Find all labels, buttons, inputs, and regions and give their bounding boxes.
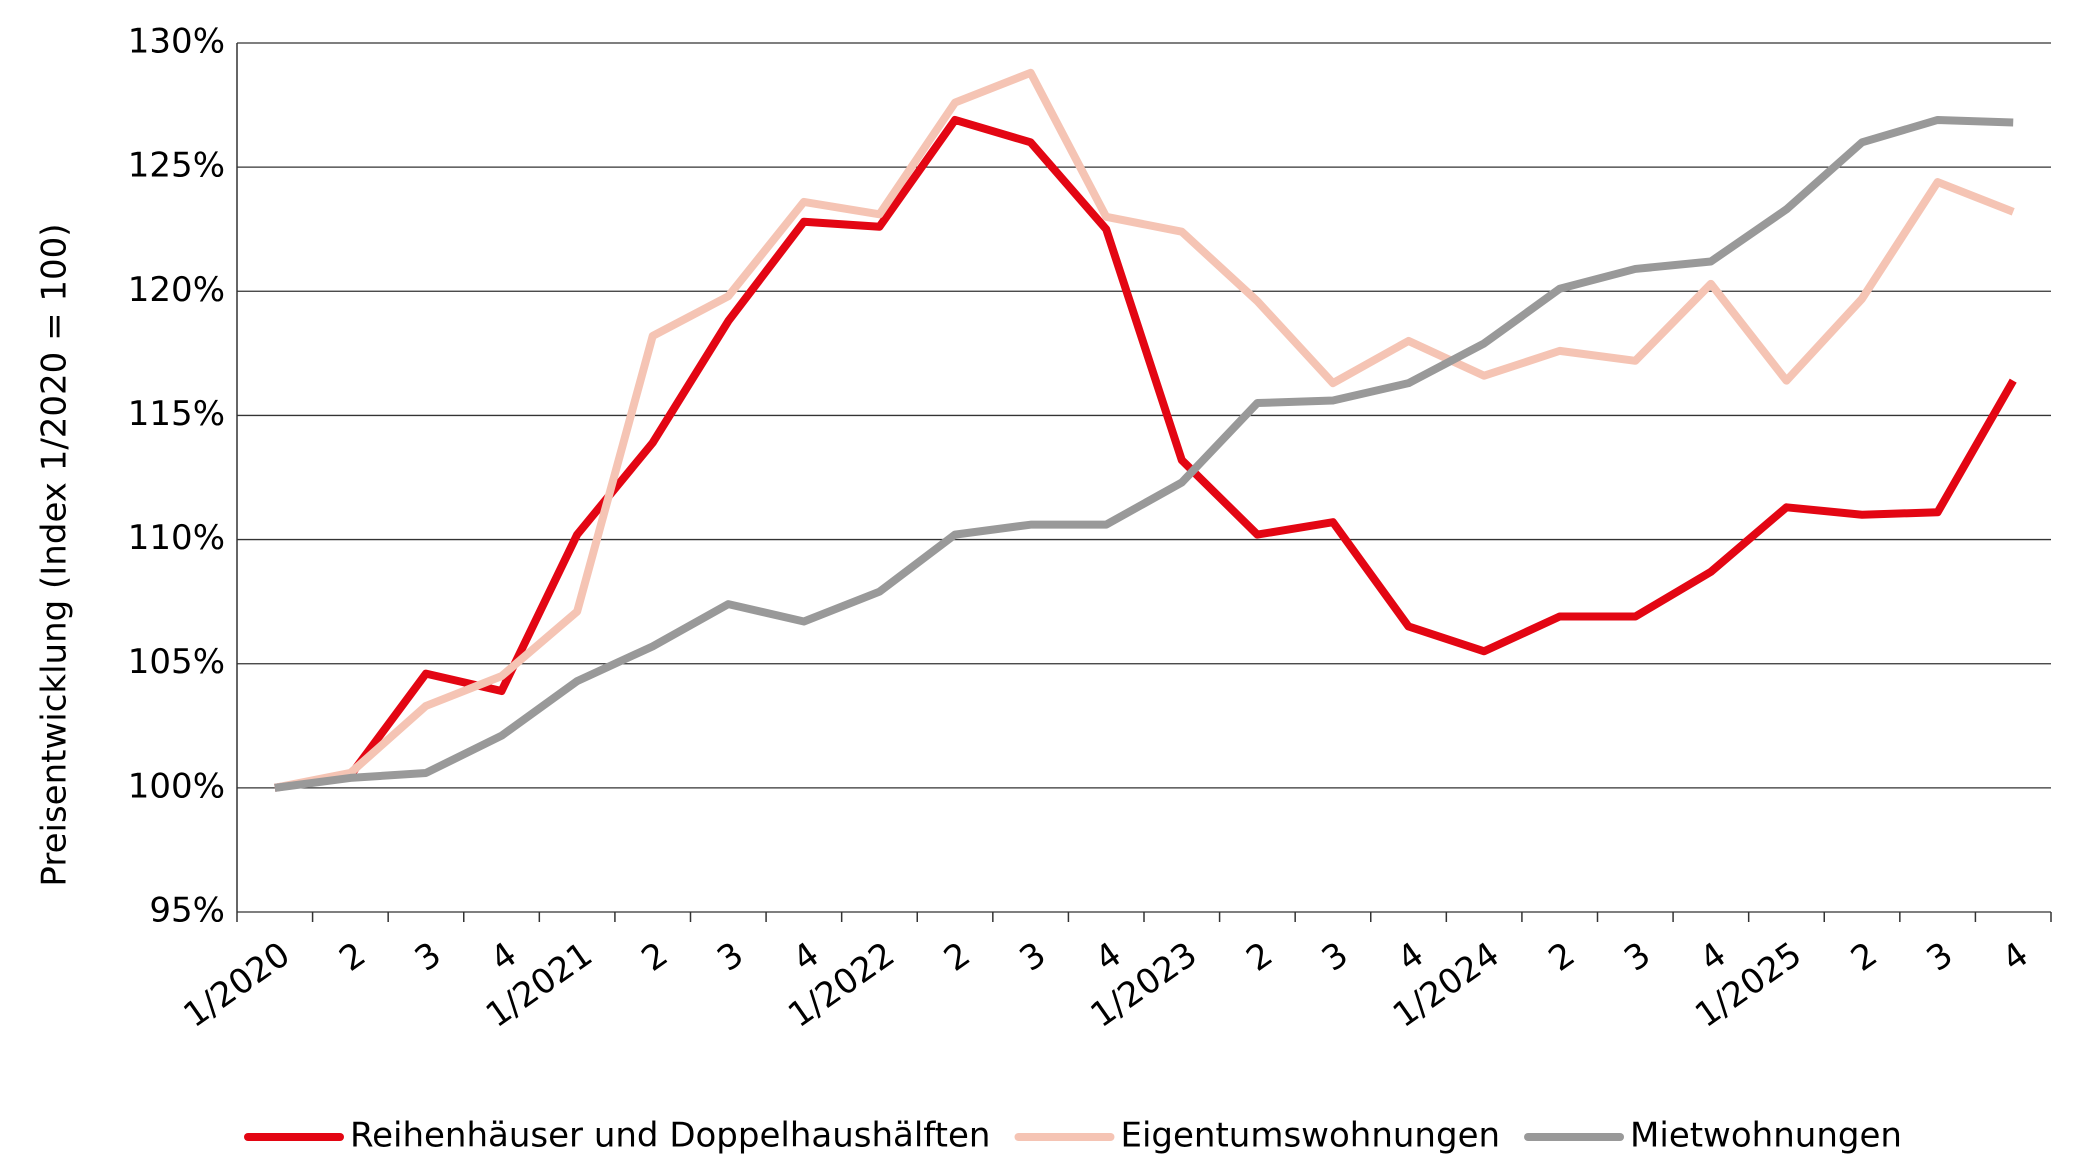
- y-tick-label: 125%: [128, 146, 225, 186]
- x-tick-label: 4: [1693, 934, 1734, 979]
- legend-label: Reihenhäuser und Doppelhaushälften: [350, 1116, 990, 1156]
- x-tick-label: 3: [710, 934, 751, 979]
- x-tick-label: 3: [1315, 934, 1356, 979]
- x-tick-label: 4: [1088, 934, 1129, 979]
- x-tick-label: 2: [1239, 934, 1280, 979]
- y-tick-label: 120%: [128, 270, 225, 310]
- x-tick-label: 3: [1013, 934, 1054, 979]
- y-tick-label: 115%: [128, 394, 225, 434]
- x-tick-label: 2: [1542, 934, 1583, 979]
- legend-label: Eigentumswohnungen: [1120, 1116, 1500, 1156]
- y-tick-label: 95%: [149, 891, 225, 931]
- y-tick-label: 105%: [128, 642, 225, 682]
- x-tick-label: 4: [786, 934, 827, 979]
- line-series: [274, 115, 2014, 792]
- line-series: [274, 115, 2017, 792]
- x-tick-label: 1/2020: [176, 934, 297, 1035]
- x-tick-label: 3: [408, 934, 449, 979]
- x-tick-label: 2: [332, 934, 373, 979]
- x-tick-label: 2: [937, 934, 978, 979]
- y-tick-label: 100%: [128, 766, 225, 806]
- y-axis-label: Preisentwicklung (Index 1/2020 = 100): [35, 223, 75, 886]
- y-tick-label: 130%: [128, 22, 225, 62]
- line-series: [274, 68, 2015, 792]
- y-tick-label: 110%: [128, 518, 225, 558]
- x-tick-label: 3: [1617, 934, 1658, 979]
- x-tick-label: 4: [1995, 934, 2036, 979]
- x-tick-label: 2: [635, 934, 676, 979]
- legend-label: Mietwohnungen: [1630, 1116, 1902, 1156]
- x-tick-label: 4: [483, 934, 524, 979]
- x-tick-label: 2: [1844, 934, 1885, 979]
- x-tick-label: 4: [1390, 934, 1431, 979]
- x-tick-label: 3: [1920, 934, 1961, 979]
